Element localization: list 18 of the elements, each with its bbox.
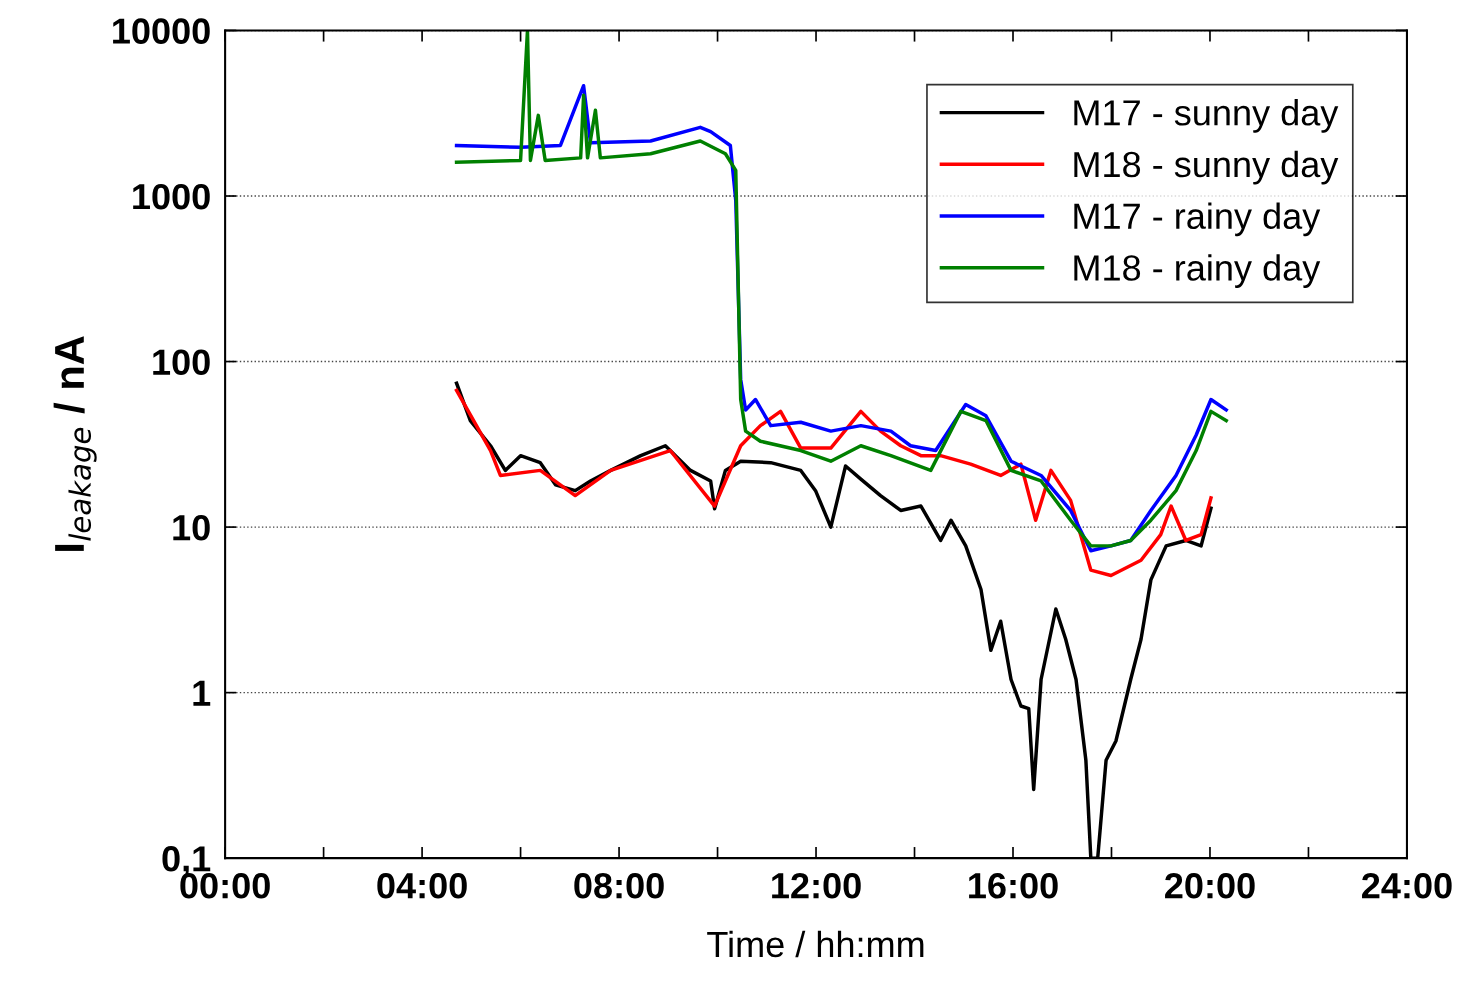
line-series [454,388,1213,578]
y-tick-label: 10000 [113,18,210,44]
x-tick-label: 08:00 [574,873,664,899]
x-tick-label: 12:00 [772,873,861,899]
y-tick-label: 100 [153,349,210,375]
x-tick-label: 20:00 [1165,873,1255,899]
y-tick-label: 10 [173,514,210,541]
legend-label: M17 - sunny day [1074,99,1339,133]
legend-label: M18 - sunny day [1074,150,1339,185]
y-tick-label: 1000 [133,183,210,210]
legend-label: M18 - rainy day [1074,254,1321,288]
x-tick-label: 16:00 [969,873,1058,899]
x-axis-title: Time / hh:mm [707,930,924,958]
x-tick-label: 04:00 [377,873,467,899]
y-axis-title: I$_{leakage}$ / nA [53,336,97,551]
legend-label: M17 - rainy day [1074,202,1321,237]
x-tick-label: 24:00 [1362,873,1452,899]
y-tick-label: 1 [193,680,211,706]
